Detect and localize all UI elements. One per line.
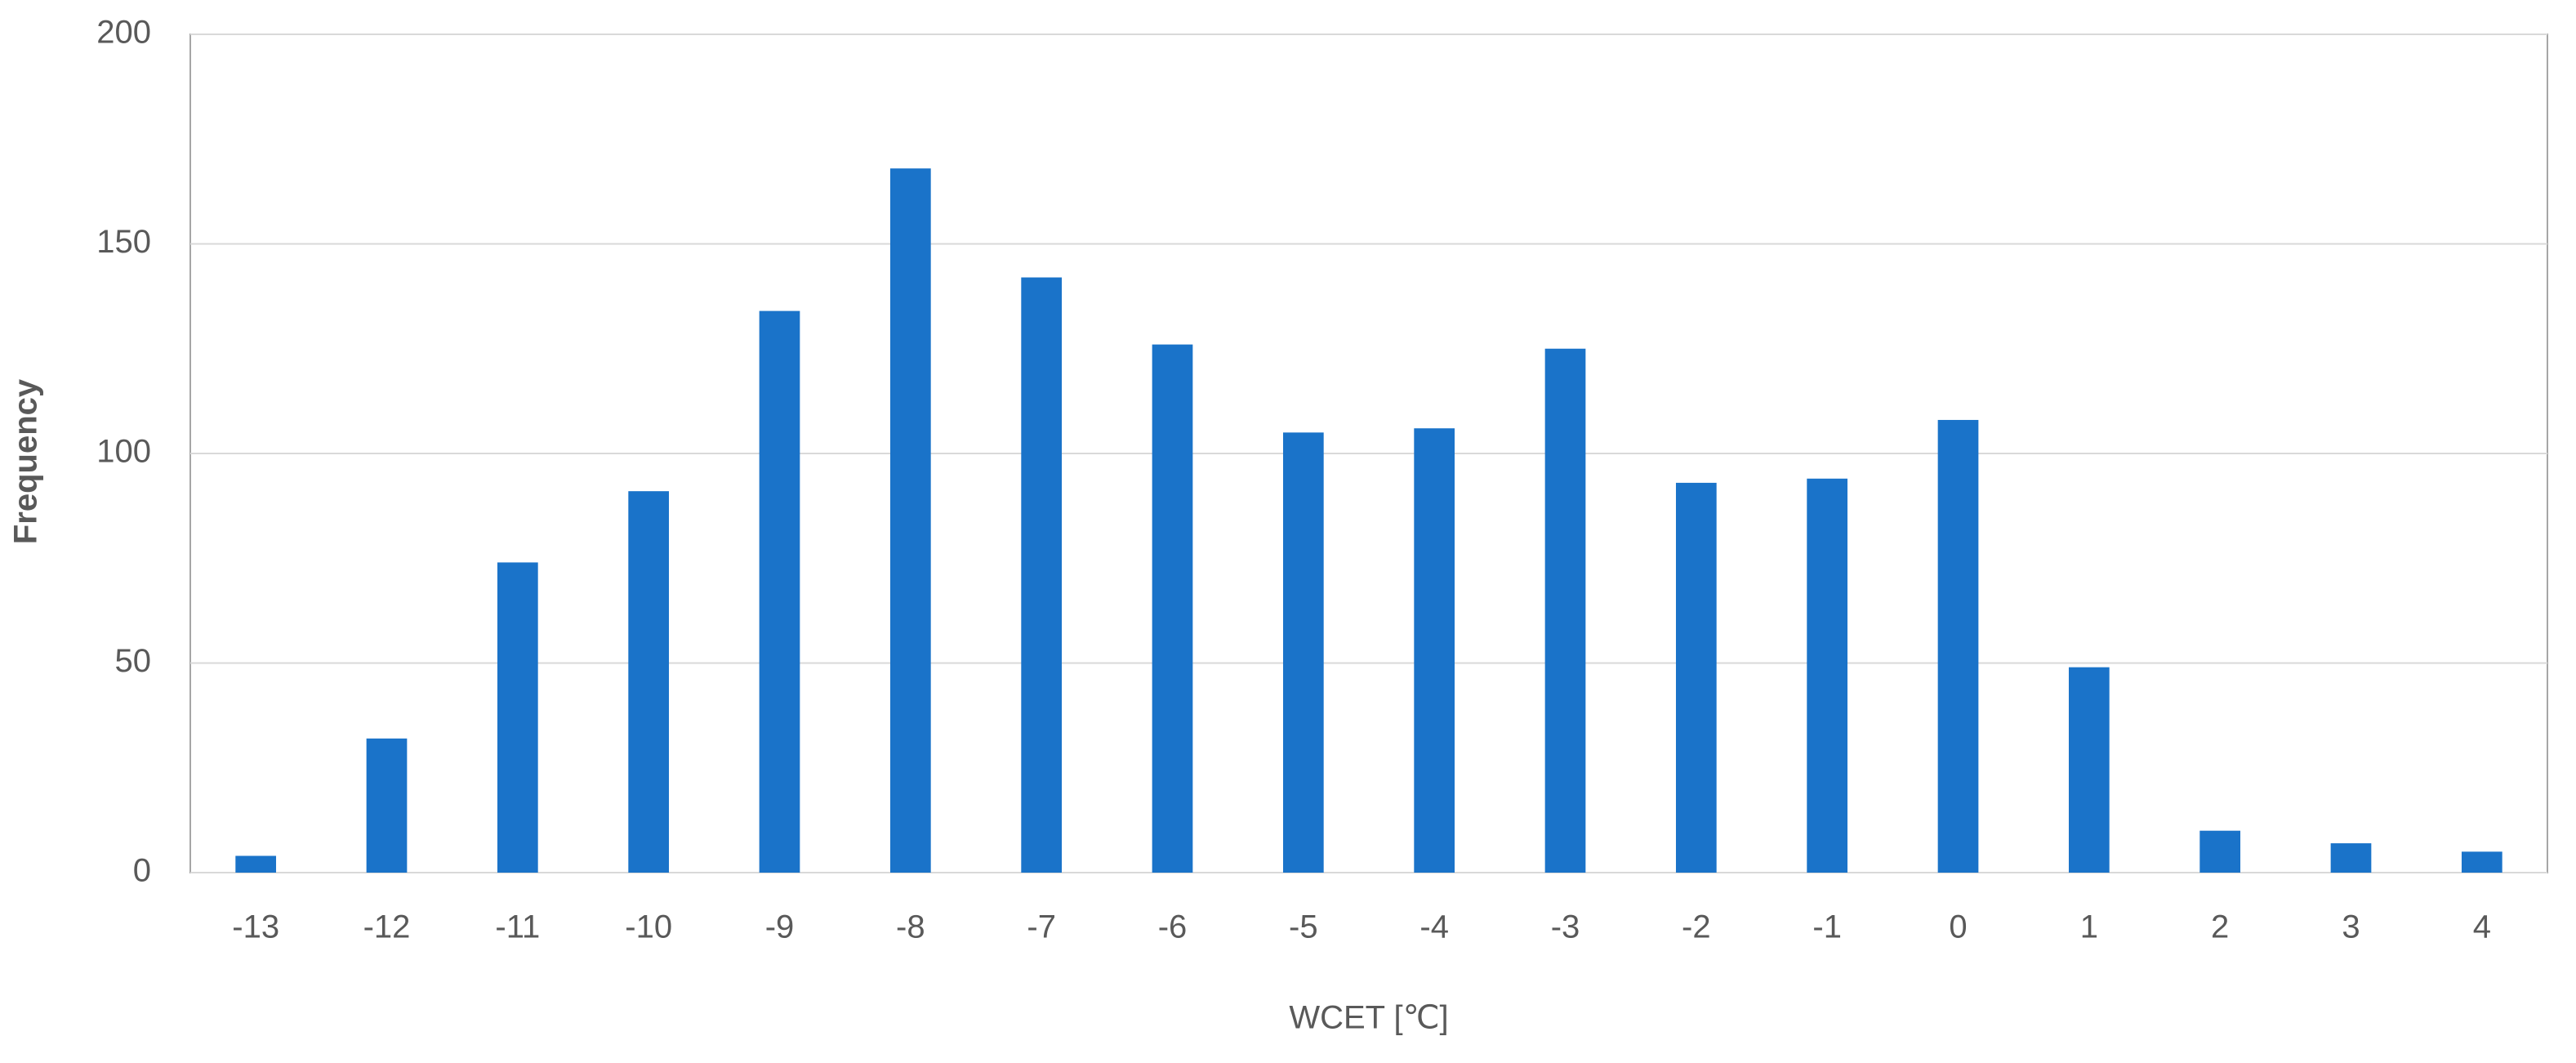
- bar: [759, 310, 800, 873]
- y-tick-label: 0: [133, 853, 151, 889]
- bar: [1152, 344, 1193, 873]
- x-tick-label: -6: [1158, 909, 1188, 945]
- y-tick-label: 200: [96, 15, 151, 51]
- bar: [497, 562, 538, 873]
- bar: [628, 491, 670, 873]
- x-tick-label: 0: [1949, 909, 1967, 945]
- x-tick-label: 2: [2211, 909, 2229, 945]
- x-tick-label: -12: [363, 909, 411, 945]
- x-tick-label: -4: [1419, 909, 1449, 945]
- x-tick-label: -11: [495, 909, 540, 945]
- x-tick-label: -13: [232, 909, 279, 945]
- x-tick-label: 4: [2473, 909, 2491, 945]
- x-axis-label: WCET [℃]: [1289, 1000, 1448, 1036]
- y-tick-label: 100: [96, 434, 151, 470]
- x-tick-label: -5: [1289, 909, 1318, 945]
- bar: [2068, 667, 2110, 873]
- x-tick-label: -3: [1551, 909, 1580, 945]
- bar: [889, 168, 931, 873]
- x-tick-label: -1: [1812, 909, 1842, 945]
- bar: [1021, 277, 1063, 873]
- x-tick-label: -9: [765, 909, 795, 945]
- bar: [2330, 843, 2372, 873]
- x-tick-label: -8: [896, 909, 925, 945]
- bar: [1937, 419, 1979, 873]
- x-tick-label: -7: [1027, 909, 1056, 945]
- bar: [1414, 428, 1455, 873]
- x-tick-label: -2: [1682, 909, 1711, 945]
- bar: [1282, 432, 1324, 873]
- y-tick-label: 150: [96, 224, 151, 260]
- bar: [366, 738, 408, 873]
- bar: [235, 855, 277, 873]
- x-tick-label: 3: [2342, 909, 2360, 945]
- y-tick-label: 50: [115, 643, 152, 679]
- bar: [1807, 478, 1848, 873]
- bar: [1675, 482, 1717, 873]
- y-axis-label: Frequency: [8, 378, 44, 544]
- x-tick-label: -10: [625, 909, 672, 945]
- bar: [2461, 851, 2502, 873]
- x-tick-label: 1: [2080, 909, 2098, 945]
- bar: [1544, 348, 1586, 873]
- bar: [2199, 830, 2241, 873]
